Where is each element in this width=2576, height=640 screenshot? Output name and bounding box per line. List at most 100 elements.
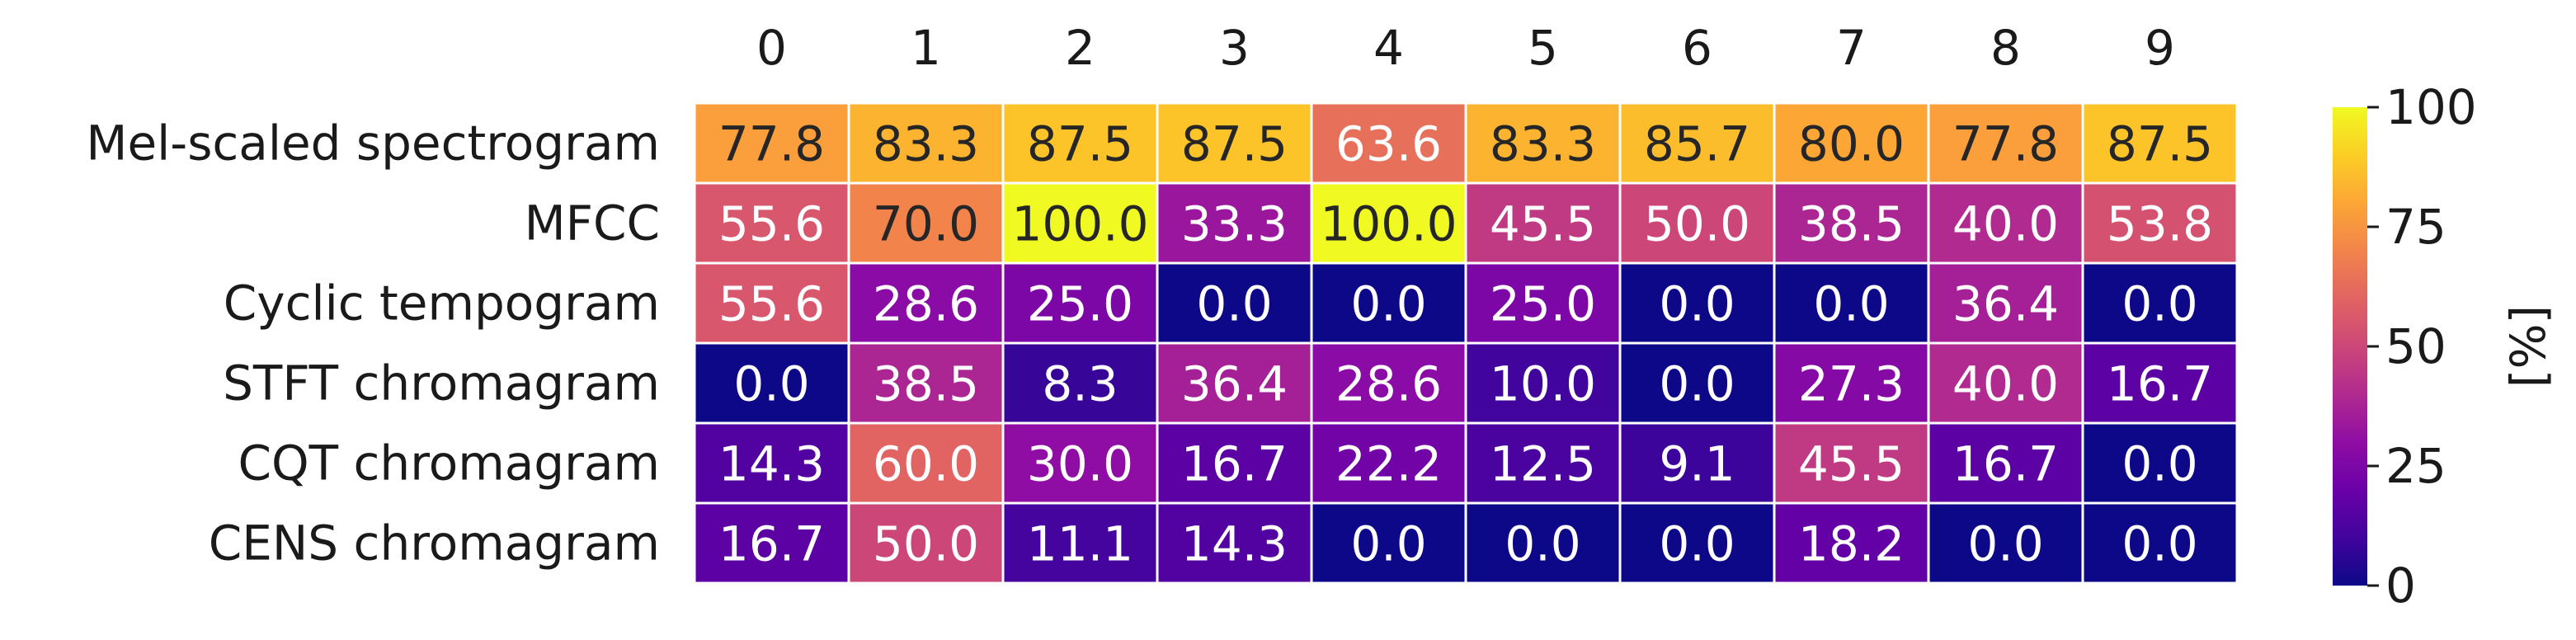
colorbar-tick-label: 50 xyxy=(2385,318,2446,374)
cell-value-label: 55.6 xyxy=(718,196,825,252)
column-tick-label: 6 xyxy=(1682,20,1712,76)
cell-value-label: 50.0 xyxy=(1644,196,1750,252)
cell-value-label: 85.7 xyxy=(1644,116,1750,172)
cell-value-label: 0.0 xyxy=(1659,276,1735,332)
cell-value-label: 0.0 xyxy=(733,356,809,412)
cell-value-label: 0.0 xyxy=(1505,516,1580,572)
heatmap-cell xyxy=(1618,261,1776,345)
heatmap-cell xyxy=(1927,421,2084,505)
heatmap-cells xyxy=(693,101,2239,585)
cell-value-label: 36.4 xyxy=(1181,356,1288,412)
heatmap-cell xyxy=(1927,341,2084,425)
heatmap-cell xyxy=(1310,421,1467,505)
heatmap-cell xyxy=(1618,501,1776,585)
cell-value-label: 70.0 xyxy=(873,196,979,252)
cell-value-label: 83.3 xyxy=(873,116,979,172)
cell-value-label: 0.0 xyxy=(1659,516,1735,572)
cell-value-label: 10.0 xyxy=(1490,356,1596,412)
cell-value-label: 60.0 xyxy=(873,436,979,492)
heatmap-cell xyxy=(693,101,850,185)
heatmap-cell xyxy=(1618,181,1776,265)
heatmap-cell xyxy=(1927,261,2084,345)
row-tick-label: STFT chromagram xyxy=(223,355,660,412)
colorbar-gradient xyxy=(2333,107,2367,586)
cell-value-label: 33.3 xyxy=(1181,196,1288,252)
cell-value-label: 25.0 xyxy=(1490,276,1596,332)
cell-value-label: 8.3 xyxy=(1042,356,1118,412)
cell-value-label: 100.0 xyxy=(1011,196,1148,252)
cell-value-label: 22.2 xyxy=(1335,436,1442,492)
heatmap-cell xyxy=(2081,181,2239,265)
heatmap-cell xyxy=(1464,181,1622,265)
cell-value-label: 53.8 xyxy=(2107,196,2213,252)
heatmap-cell-values: 77.8 83.3 87.5 87.5 63.6 83.3 85.7 80.0 77.8 87.5… xyxy=(718,116,2213,572)
heatmap-cell xyxy=(847,181,1005,265)
cell-value-label: 28.6 xyxy=(1335,356,1442,412)
cell-value-label: 16.7 xyxy=(718,516,825,572)
heatmap-cell xyxy=(1773,101,1930,185)
colorbar-tick-label: 0 xyxy=(2385,558,2416,614)
cell-value-label: 40.0 xyxy=(1952,356,2059,412)
heatmap-cell xyxy=(1773,261,1930,345)
row-tick-label: CQT chromagram xyxy=(238,435,660,492)
cell-value-label: 45.5 xyxy=(1490,196,1596,252)
cell-value-label: 87.5 xyxy=(2107,116,2213,172)
heatmap-cell xyxy=(1001,501,1159,585)
heatmap-cell xyxy=(2081,421,2239,505)
column-tick-label: 5 xyxy=(1528,20,1558,76)
cell-value-label: 50.0 xyxy=(873,516,979,572)
heatmap-cell xyxy=(2081,261,2239,345)
cell-value-label: 0.0 xyxy=(1196,276,1272,332)
heatmap-cell xyxy=(1464,421,1622,505)
cell-value-label: 40.0 xyxy=(1952,196,2059,252)
cell-value-label: 0.0 xyxy=(1967,516,2043,572)
cell-value-label: 25.0 xyxy=(1027,276,1133,332)
cell-value-label: 100.0 xyxy=(1320,196,1457,252)
cell-value-label: 27.3 xyxy=(1798,356,1905,412)
cell-value-label: 36.4 xyxy=(1952,276,2059,332)
heatmap-cell xyxy=(1618,341,1776,425)
row-tick-label: MFCC xyxy=(525,195,660,252)
cell-value-label: 80.0 xyxy=(1798,116,1905,172)
heatmap-cell xyxy=(2081,501,2239,585)
column-tick-label: 9 xyxy=(2145,20,2175,76)
cell-value-label: 14.3 xyxy=(1181,516,1288,572)
colorbar: 0 25 50 75 100 [%] xyxy=(2333,79,2556,614)
column-tick-label: 1 xyxy=(911,20,941,76)
cell-value-label: 28.6 xyxy=(873,276,979,332)
cell-value-label: 30.0 xyxy=(1027,436,1133,492)
heatmap-cell xyxy=(693,501,850,585)
heatmap-cell xyxy=(1464,501,1622,585)
column-tick-label: 7 xyxy=(1836,20,1867,76)
cell-value-label: 55.6 xyxy=(718,276,825,332)
cell-value-label: 16.7 xyxy=(1181,436,1288,492)
heatmap-cell xyxy=(1001,421,1159,505)
cell-value-label: 11.1 xyxy=(1027,516,1133,572)
cell-value-label: 0.0 xyxy=(2122,516,2197,572)
cell-value-label: 16.7 xyxy=(2107,356,2213,412)
heatmap-cell xyxy=(1156,501,1313,585)
colorbar-tick-label: 75 xyxy=(2385,199,2446,255)
cell-value-label: 12.5 xyxy=(1490,436,1596,492)
heatmap-cell xyxy=(2081,341,2239,425)
cell-value-label: 38.5 xyxy=(1798,196,1905,252)
colorbar-tick-label: 25 xyxy=(2385,438,2446,494)
cell-value-label: 0.0 xyxy=(2122,436,2197,492)
cell-value-label: 0.0 xyxy=(1813,276,1889,332)
heatmap-cell xyxy=(847,101,1005,185)
column-tick-labels: 0 1 2 3 4 5 6 7 8 9 xyxy=(756,20,2175,76)
heatmap-cell xyxy=(1927,181,2084,265)
column-tick-label: 3 xyxy=(1219,20,1250,76)
colorbar-tick-label: 100 xyxy=(2385,79,2477,135)
cell-value-label: 83.3 xyxy=(1490,116,1596,172)
heatmap-cell xyxy=(1156,181,1313,265)
cell-value-label: 0.0 xyxy=(1659,356,1735,412)
column-tick-label: 8 xyxy=(1990,20,2021,76)
column-tick-label: 0 xyxy=(756,20,787,76)
cell-value-label: 87.5 xyxy=(1181,116,1288,172)
column-tick-label: 2 xyxy=(1065,20,1095,76)
cell-value-label: 16.7 xyxy=(1952,436,2059,492)
heatmap-cell xyxy=(1464,341,1622,425)
cell-value-label: 0.0 xyxy=(1350,276,1426,332)
